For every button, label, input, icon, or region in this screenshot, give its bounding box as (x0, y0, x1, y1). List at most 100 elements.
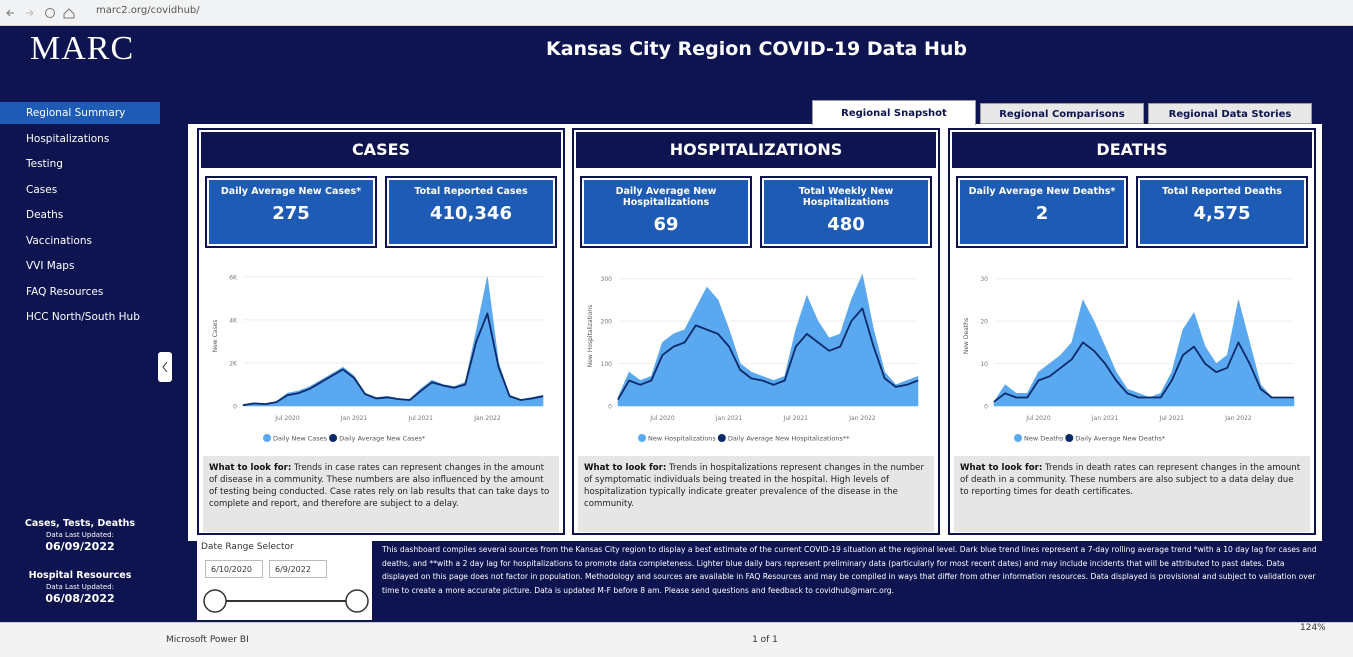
nav-item[interactable]: Vaccinations (26, 234, 92, 247)
panel: HOSPITALIZATIONS Daily Average New Hospit… (572, 128, 940, 535)
y-tick-label: 0 (233, 404, 237, 411)
panel: DEATHS Daily Average New Deaths* 2 Total Re… (948, 128, 1316, 535)
update-sub: Data Last Updated: (46, 583, 114, 591)
kpi-value: 4,575 (1193, 203, 1251, 224)
y-tick-label: 30 (980, 276, 988, 283)
y-tick-label: 200 (601, 319, 613, 326)
nav-item[interactable]: Hospitalizations (26, 132, 110, 145)
x-tick-label: Jul 2020 (274, 415, 300, 422)
x-tick-label: Jan 2021 (340, 415, 368, 422)
daily-area (242, 276, 544, 407)
x-tick-label: Jan 2021 (1091, 415, 1119, 422)
note: What to look for: Trends in hospitalizat… (578, 456, 934, 532)
x-tick-label: Jul 2020 (1025, 415, 1051, 422)
note: What to look for: Trends in case rates c… (203, 456, 559, 532)
average-line (242, 312, 544, 406)
panel-title: DEATHS (952, 132, 1312, 168)
note-lead: What to look for: (960, 463, 1043, 473)
legend-label: New Hospitalizations (648, 435, 716, 443)
update-sub: Data Last Updated: (46, 531, 114, 539)
tab[interactable]: Regional Snapshot (812, 100, 976, 125)
browser-controls (6, 8, 75, 19)
page-indicator[interactable]: 1 of 1 (752, 635, 778, 645)
kpi-label: Daily Average New Hospitalizations (615, 186, 717, 208)
update-label: Hospital Resources (28, 570, 132, 581)
range-slider[interactable] (201, 586, 371, 616)
y-tick-label: 100 (601, 361, 613, 368)
date-range-selector: Date Range Selector 6/10/2020 6/9/2022 (197, 540, 372, 620)
y-axis-title: New Cases (212, 320, 219, 353)
logo: MARC (30, 30, 135, 67)
kpi-label: Daily Average New Deaths* (968, 186, 1116, 197)
legend-label: Daily Average New Cases* (339, 435, 426, 443)
y-tick-label: 10 (980, 361, 988, 368)
y-axis-title: New Hospitalizations (587, 305, 594, 368)
y-tick-label: 4K (229, 317, 238, 324)
powerbi-brand[interactable]: Microsoft Power BI (166, 635, 249, 645)
legend-label: Daily Average New Hospitalizations** (728, 435, 850, 443)
x-tick-label: Jul 2020 (649, 415, 675, 422)
nav-item[interactable]: VVI Maps (26, 260, 75, 272)
kpi-card: Daily Average New Hospitalizations 69 (580, 176, 752, 248)
range-start[interactable]: 6/10/2020 (205, 560, 263, 578)
url[interactable]: marc2.org/covidhub/ (96, 5, 200, 16)
range-label: Date Range Selector (201, 542, 294, 552)
legend-swatch (263, 434, 271, 442)
kpi-card: Total Weekly New Hospitalizations 480 (760, 176, 932, 248)
nav-item[interactable]: Deaths (26, 209, 64, 221)
note: What to look for: Trends in death rates … (954, 456, 1310, 532)
legend-label: Daily New Cases (273, 435, 328, 443)
chart: 0 100 200 300 New Hospitalizations Jul 2020 Ja… (587, 273, 919, 443)
daily-area (617, 273, 919, 407)
x-tick-label: Jan 2022 (473, 415, 501, 422)
range-end[interactable]: 6/9/2022 (269, 560, 327, 578)
legend-label: New Deaths (1024, 435, 1064, 443)
x-tick-label: Jul 2021 (1159, 415, 1185, 422)
browser-bar: marc2.org/covidhub/ (0, 0, 1353, 26)
kpi-value: 275 (272, 203, 310, 224)
kpi-card: Total Reported Deaths 4,575 (1136, 176, 1308, 248)
nav-item[interactable]: Regional Summary (0, 102, 160, 124)
y-tick-label: 0 (608, 404, 612, 411)
x-tick-label: Jul 2021 (783, 415, 809, 422)
chart: 0 2K 4K 6K New Cases Jul 2020 Jan 2021 Jul 2021… (212, 274, 544, 443)
x-tick-label: Jan 2022 (1224, 415, 1252, 422)
y-tick-label: 300 (601, 276, 613, 283)
note-lead: What to look for: (584, 463, 667, 473)
chart: 0 10 20 30 New Deaths Jul 2020 Jan 2021 Jul 202… (963, 276, 1295, 443)
tab[interactable]: Regional Data Stories (1148, 103, 1312, 124)
note-text: Trends in hospitalizations represent cha… (584, 463, 924, 509)
kpi-label: Total Reported Deaths (1162, 186, 1282, 197)
kpi-value: 410,346 (430, 203, 512, 224)
daily-area (993, 299, 1295, 407)
panel: CASES Daily Average New Cases* 275 Total Re… (197, 128, 565, 535)
kpi-label: Total Reported Cases (414, 186, 528, 197)
legend-swatch (1014, 434, 1022, 442)
y-tick-label: 6K (229, 274, 238, 281)
update-date: 06/09/2022 (45, 540, 115, 553)
collapse-toggle[interactable] (158, 352, 172, 382)
nav-item[interactable]: Testing (26, 158, 63, 170)
kpi-value: 69 (653, 214, 679, 235)
tab[interactable]: Regional Comparisons (980, 103, 1144, 124)
x-tick-label: Jan 2022 (848, 415, 876, 422)
nav-item[interactable]: Cases (26, 183, 58, 196)
legend-swatch (1065, 434, 1074, 442)
legend-swatch (638, 434, 646, 442)
average-line (993, 341, 1294, 403)
kpi-value: 480 (827, 214, 865, 235)
x-tick-label: Jul 2021 (408, 415, 434, 422)
legend-label: Daily Average New Deaths* (1075, 435, 1166, 443)
y-tick-label: 2K (229, 360, 238, 367)
powerbi-footer: Microsoft Power BI 1 of 1 124% (0, 622, 1353, 657)
x-tick-label: Jan 2021 (715, 415, 743, 422)
y-tick-label: 0 (984, 404, 988, 411)
kpi-label: Daily Average New Cases* (220, 186, 362, 197)
legend-swatch (717, 434, 726, 442)
kpi-card: Daily Average New Deaths* 2 (956, 176, 1128, 248)
zoom-level: 124% (1300, 623, 1326, 633)
nav-item[interactable]: FAQ Resources (26, 285, 104, 298)
nav-item[interactable]: HCC North/South Hub (26, 311, 140, 323)
update-label: Cases, Tests, Deaths (24, 518, 136, 529)
